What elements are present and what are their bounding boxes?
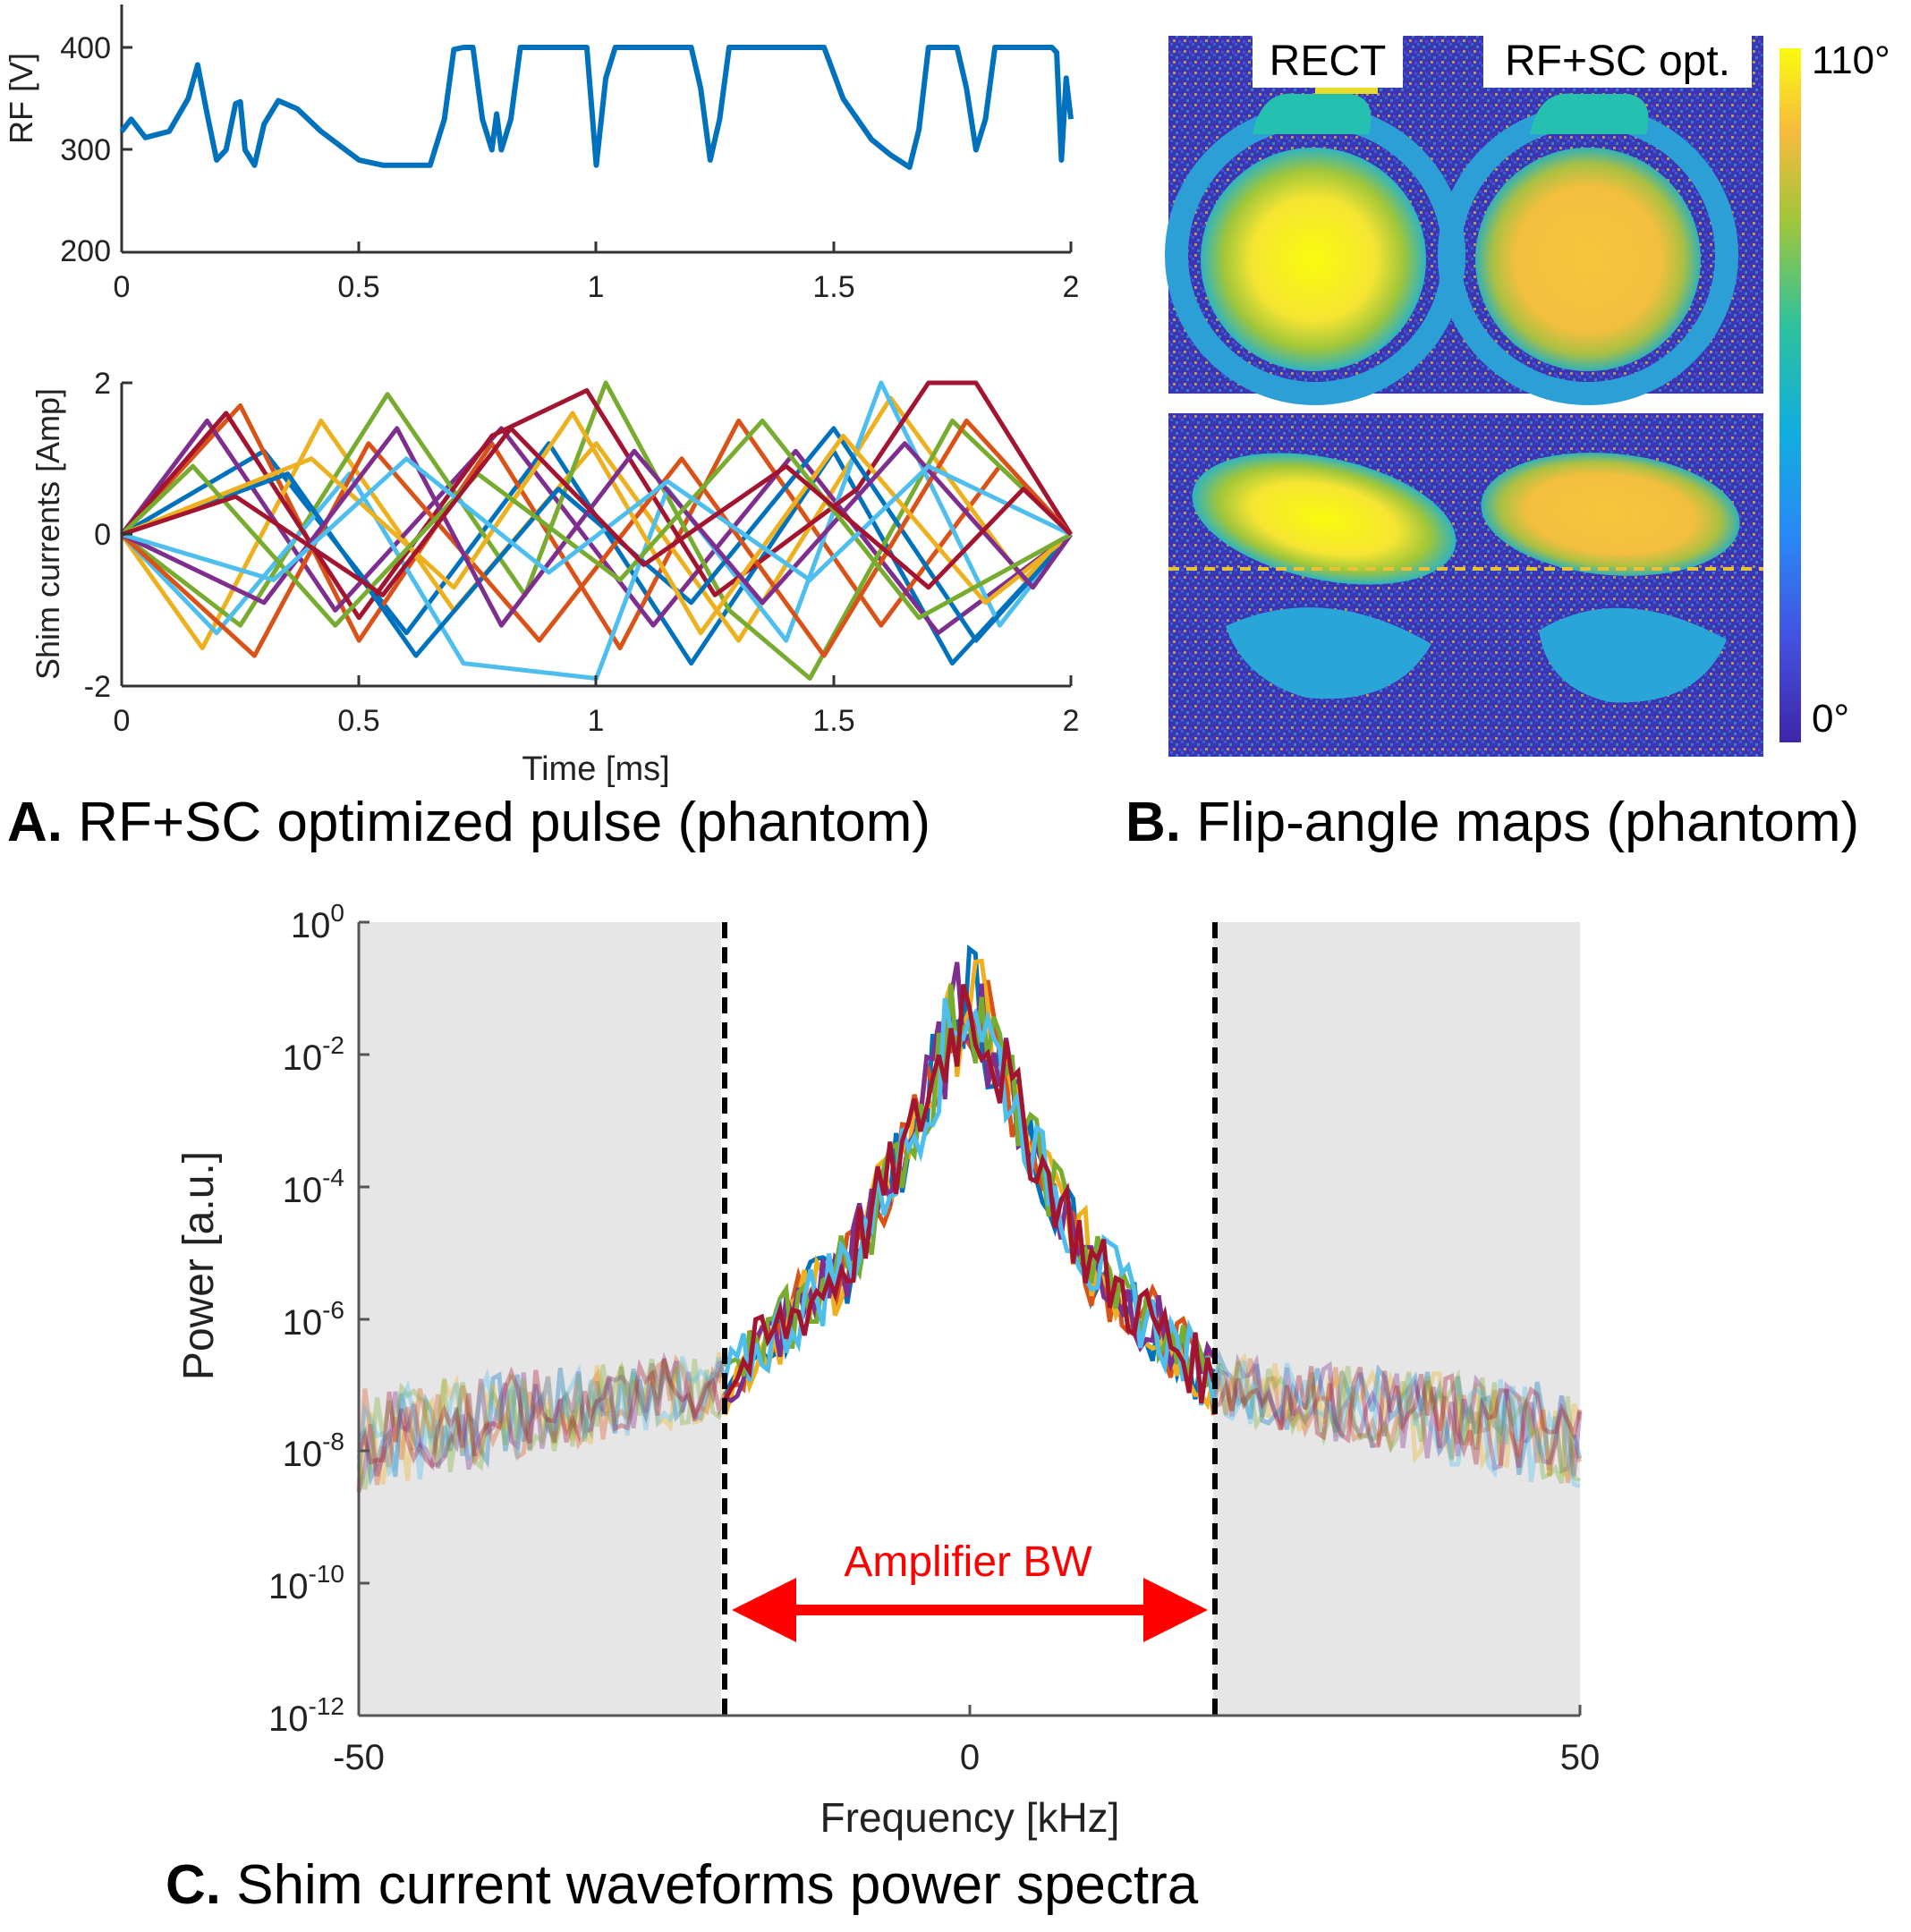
colorbar-min-label: 0°: [1812, 697, 1849, 741]
rf-xtick-marks: [120, 242, 1073, 252]
rf-ytick-200: 200: [60, 234, 111, 268]
shim-series-10: [121, 411, 1073, 636]
map-top: [1165, 36, 1763, 405]
shim-xlabel: Time [ms]: [522, 750, 669, 788]
shade-right: [1213, 922, 1580, 1716]
spectra-xtick-marks: [357, 1705, 1582, 1716]
shim-ytick-0: 0: [94, 518, 111, 552]
shim-ytick-neg2: -2: [84, 670, 111, 704]
ytick-1e-6: 10-6: [283, 1296, 344, 1343]
ytick-1e-2: 10-2: [283, 1031, 344, 1078]
shim-series-14: [121, 426, 1073, 597]
spectrum-series-4-seg-1: [356, 1351, 727, 1493]
spectra-ylabel: Power [a.u.]: [175, 1151, 223, 1380]
spectrum-series-6-seg-1: [356, 1356, 727, 1480]
spectra-xtick-50: 50: [1560, 1738, 1601, 1777]
shim-series-group: [119, 380, 1074, 681]
shim-series-6: [120, 380, 1073, 681]
shim-xtick-1.5: 1.5: [812, 704, 854, 738]
shade-left: [359, 922, 721, 1716]
label-opt-bg: [1483, 32, 1752, 88]
spectrum-series-3-seg-3: [1211, 1352, 1583, 1480]
spectra-xtick-0: 0: [960, 1738, 980, 1777]
amplifier-bw-label: Amplifier BW: [844, 1538, 1092, 1586]
spectrum-series-2-seg-1: [356, 1353, 727, 1491]
caption-panel-c: C. Shim current waveforms power spectra: [166, 1853, 1198, 1917]
spectra-series-group: [356, 944, 1583, 1493]
colorbar-max-label: 110°: [1812, 38, 1890, 82]
ytick-1e0: 100: [291, 899, 344, 945]
caption-b-text: Flip-angle maps (phantom): [1181, 792, 1860, 853]
rf-xtick-1.5: 1.5: [812, 270, 854, 304]
spectrum-series-7-seg-1: [356, 1358, 727, 1471]
spectrum-series-5-seg-1: [356, 1359, 727, 1490]
rf-xtick-0.5: 0.5: [337, 270, 379, 304]
shim-xtick-2: 2: [1063, 704, 1080, 738]
rf-series-line: [119, 45, 1074, 170]
rf-ylabel: RF [V]: [3, 53, 39, 144]
caption-c-text: Shim current waveforms power spectra: [221, 1854, 1199, 1916]
spectrum-series-3-seg-1: [356, 1352, 727, 1493]
map-bottom: [1168, 413, 1763, 757]
rf-xtick-1: 1: [588, 270, 605, 304]
spectrum-series-1-seg-1: [356, 1353, 727, 1487]
spectra-ytick-labels: 100 10-2 10-4 10-6 10-8 10-10 10-12: [268, 899, 344, 1739]
rf-plot: 200 300 400 0 0.5 1 1.5 2 RF [V]: [3, 4, 1079, 304]
spectra-xlabel: Frequency [kHz]: [820, 1794, 1120, 1841]
spectrum-series-6-seg-2: [723, 997, 1216, 1406]
rf-ytick-300: 300: [60, 133, 111, 167]
caption-b-letter: B.: [1125, 792, 1181, 853]
spectra-plot: 100 10-2 10-4 10-6 10-8 10-10 10-12 -50 …: [175, 899, 1600, 1841]
spectrum-series-5-seg-3: [1211, 1360, 1582, 1485]
shim-plot: -2 0 2 0 0.5 1 1.5 2 Time [ms] Shim curr…: [30, 367, 1079, 788]
caption-panel-a: A. RF+SC optimized pulse (phantom): [7, 791, 930, 854]
spectrum-series-1-seg-3: [1211, 1349, 1583, 1476]
spectrum-series-4-seg-3: [1211, 1352, 1583, 1477]
spectrum-series-2-seg-3: [1211, 1358, 1583, 1484]
ytick-1e-12: 10-12: [268, 1692, 344, 1739]
shim-ytick-marks: [122, 381, 132, 688]
ytick-1e-10: 10-10: [268, 1560, 344, 1606]
shim-ylabel: Shim currents [Amp]: [30, 388, 66, 680]
shim-ytick-2: 2: [94, 367, 111, 401]
shim-xtick-0.5: 0.5: [337, 704, 379, 738]
rf-xtick-0: 0: [114, 270, 131, 304]
caption-panel-b: B. Flip-angle maps (phantom): [1125, 791, 1859, 854]
shim-series-2: [120, 402, 1073, 651]
spectrum-series-7-seg-2: [723, 984, 1216, 1404]
spectrum-series-7-seg-3: [1212, 1366, 1583, 1469]
rf-ytick-marks: [122, 46, 132, 254]
ytick-1e-8: 10-8: [283, 1428, 344, 1474]
rf-xtick-2: 2: [1063, 270, 1080, 304]
caption-a-letter: A.: [7, 792, 63, 853]
ytick-1e-4: 10-4: [283, 1164, 344, 1210]
spectra-ytick-marks: [359, 920, 369, 1717]
map-label-rect: RECT: [1270, 38, 1387, 85]
shim-series-9: [120, 418, 1073, 658]
caption-a-text: RF+SC optimized pulse (phantom): [63, 792, 931, 853]
shim-xtick-marks: [120, 675, 1073, 686]
colorbar: [1779, 48, 1801, 742]
caption-c-letter: C.: [166, 1854, 221, 1916]
flip-angle-maps: RECT RF+SC opt. 110° 0°: [1165, 32, 1890, 757]
shim-xtick-1: 1: [588, 704, 605, 738]
map-label-opt: RF+SC opt.: [1505, 38, 1730, 85]
shim-series-12: [120, 418, 1073, 628]
label-rect-bg: [1253, 32, 1403, 88]
spectrum-series-6-seg-3: [1211, 1360, 1581, 1488]
rf-ytick-400: 400: [60, 31, 111, 65]
spectra-xtick-neg50: -50: [333, 1738, 385, 1777]
shim-xtick-0: 0: [114, 704, 131, 738]
